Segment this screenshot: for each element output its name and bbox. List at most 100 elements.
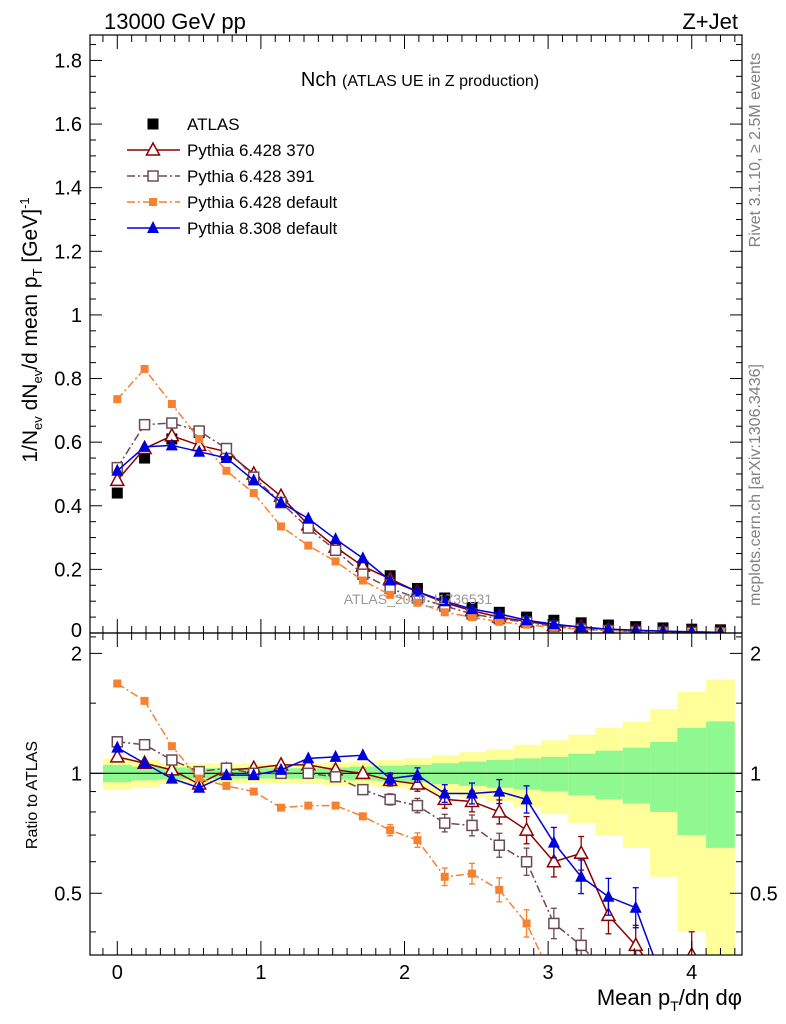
point-pydef [386, 590, 395, 599]
point-py8 [466, 602, 479, 615]
ratio-point-py370 [627, 936, 644, 952]
point-atlas [111, 487, 123, 499]
uncertainty-band-inner [622, 747, 651, 804]
ratio-y-tick-label-right: 1 [750, 763, 761, 785]
point-pydef [495, 617, 504, 626]
uncertainty-band-inner [540, 756, 569, 792]
legend-label-py370: Pythia 6.428 370 [187, 141, 315, 160]
legend-marker-py391 [147, 170, 159, 182]
ratio-point-py370 [518, 821, 535, 836]
y-tick-label: 0.4 [54, 496, 82, 518]
point-pydef [222, 466, 231, 475]
point-py8 [220, 451, 233, 464]
ratio-point-py391 [466, 819, 478, 832]
ratio-point-py8 [602, 889, 615, 902]
y-tick-label: 0.6 [54, 432, 82, 454]
analysis-watermark: ATLAS_2019_I1736531 [344, 591, 493, 607]
ratio-frame [89, 632, 743, 956]
uncertainty-band-inner [513, 758, 541, 790]
ratio-line-py370 [117, 756, 692, 955]
ratio-y-tick-label-right: 2 [750, 643, 761, 665]
ratio-point-py8 [329, 749, 342, 762]
ratio-point-py8 [411, 768, 424, 781]
ratio-point-py8 [520, 792, 533, 805]
point-pydef [140, 364, 149, 373]
ratio-point-py8 [547, 835, 560, 848]
point-py8 [247, 473, 260, 486]
top-plot-area [109, 364, 727, 633]
x-tick-label: 3 [543, 962, 554, 984]
legend-label-pydef: Pythia 6.428 default [187, 193, 338, 212]
ratio-point-py370 [409, 775, 426, 790]
legend: ATLAS Pythia 6.428 370 Pythia 6.428 391 Pyt… [127, 115, 338, 238]
y-tick-label: 1.6 [54, 114, 82, 136]
ratio-point-py391 [357, 783, 369, 796]
point-py8 [302, 511, 315, 524]
ratio-y-tick-label: 1 [71, 763, 82, 785]
x-tick-label: 1 [255, 962, 266, 984]
y-tick-label: 1.8 [54, 50, 82, 72]
ratio-point-py8 [466, 786, 479, 799]
ratio-point-py391 [520, 855, 533, 868]
x-tick-label: 0 [112, 962, 123, 984]
ratio-point-pydef [577, 1009, 585, 1017]
ratio-point-py391 [302, 767, 315, 780]
point-pydef [440, 608, 449, 617]
ratio-point-py8 [302, 751, 315, 764]
ratio-point-pydef [167, 742, 176, 751]
point-py8 [520, 613, 533, 626]
y-tick-label: 1.4 [54, 178, 82, 200]
ratio-point-py370 [573, 844, 589, 860]
ratio-point-py391 [493, 839, 506, 851]
point-py8 [384, 573, 397, 586]
point-py391 [166, 417, 178, 429]
ratio-point-py391 [384, 793, 396, 806]
ratio-point-py370 [491, 803, 508, 818]
ratio-point-py391 [575, 939, 587, 952]
ratio-point-py8 [629, 900, 642, 913]
plot-title: Nch (ATLAS UE in Z production) [301, 69, 539, 91]
ratio-point-pydef [440, 872, 449, 881]
mcplots-label: mcplots.cern.ch [arXiv:1306.3436] [747, 364, 764, 606]
ratio-point-py8 [275, 762, 288, 775]
point-pydef [249, 489, 258, 498]
uncertainty-band-inner [706, 721, 735, 848]
point-pydef [468, 613, 477, 622]
y-tick-label: 1 [71, 305, 82, 327]
point-py8 [411, 584, 424, 597]
point-py8 [138, 439, 151, 452]
ratio-point-py8 [575, 869, 588, 882]
legend-label-py8: Pythia 8.308 default [187, 219, 338, 238]
uncertainty-band-inner [650, 741, 678, 812]
point-py8 [575, 620, 588, 633]
y-tick-label: 0.2 [54, 559, 82, 581]
uncertainty-band-inner [568, 753, 596, 796]
y-tick-label: 0 [71, 620, 82, 642]
ratio-point-py370 [109, 748, 126, 763]
ratio-point-pydef [468, 869, 477, 878]
point-pydef [195, 434, 204, 443]
ratio-point-py8 [384, 771, 397, 784]
point-pydef [304, 541, 313, 550]
ratio-point-pydef [304, 801, 313, 810]
legend-marker-py8 [147, 221, 159, 233]
point-pydef [413, 598, 422, 607]
rivet-label: Rivet 3.1.10, ≥ 2.5M events [747, 53, 764, 248]
ratio-point-pydef [140, 696, 149, 705]
legend-label-py391: Pythia 6.428 391 [187, 167, 315, 186]
point-pydef [277, 522, 286, 531]
point-pydef [167, 399, 176, 408]
point-pydef [113, 395, 122, 404]
point-py391 [138, 418, 151, 431]
ratio-point-pydef [277, 803, 286, 812]
plot-title-main: Nch [301, 69, 337, 91]
ratio-point-py391 [138, 738, 151, 751]
ratio-point-pydef [522, 919, 531, 928]
legend-label-atlas: ATLAS [187, 115, 240, 134]
uncertainty-band-inner [677, 727, 707, 836]
ratio-point-py370 [355, 764, 371, 780]
uncertainty-band-inner [595, 750, 623, 800]
ratio-point-py391 [603, 971, 613, 981]
point-py8 [165, 438, 178, 451]
